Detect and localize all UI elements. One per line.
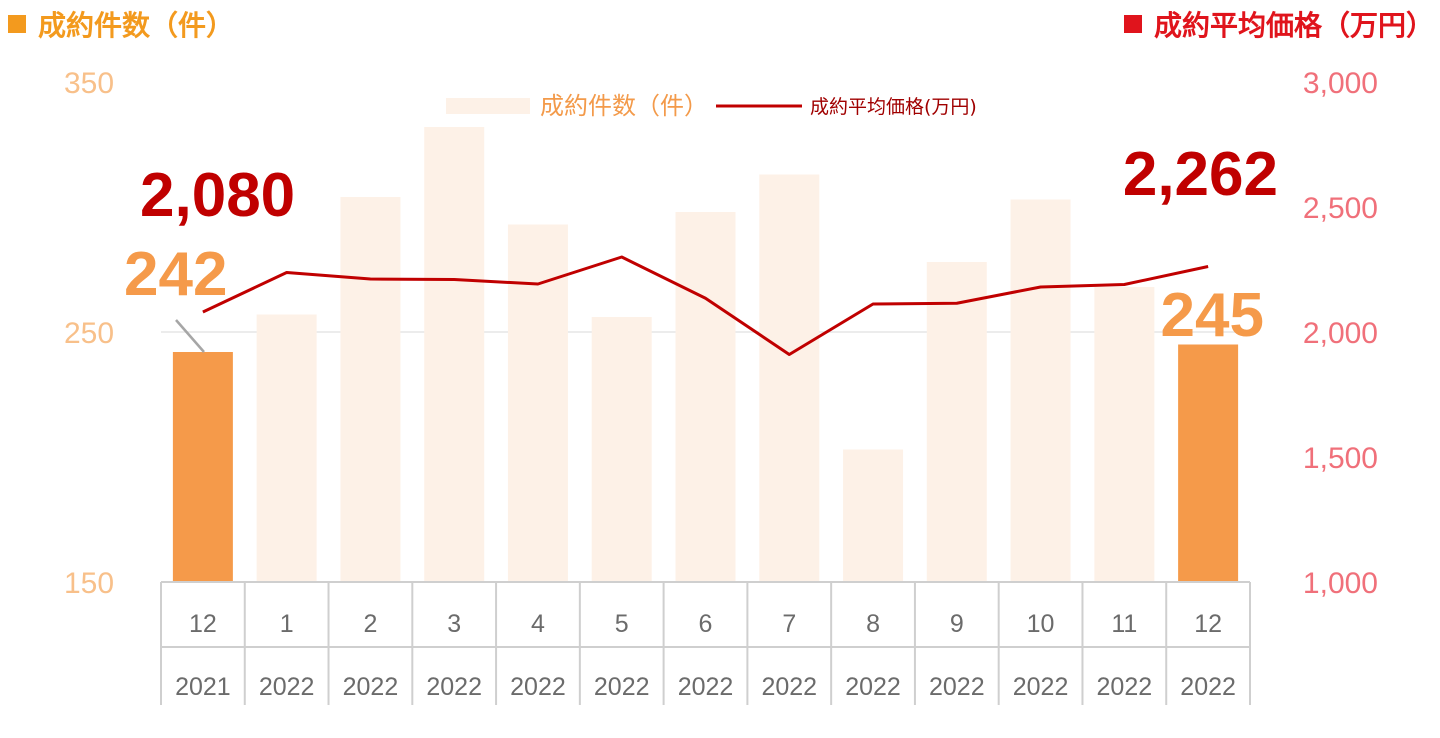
year-tick-label: 2022 bbox=[1180, 673, 1236, 701]
left-tick-label: 350 bbox=[64, 67, 114, 100]
year-tick-label: 2022 bbox=[678, 673, 734, 701]
red-square-icon bbox=[1123, 15, 1142, 33]
year-tick-label: 2021 bbox=[175, 673, 231, 701]
right-tick-label: 2,000 bbox=[1303, 317, 1378, 350]
left-axis-title-text: 成約件数（件） bbox=[38, 9, 235, 42]
bar-3 bbox=[424, 127, 485, 582]
bar-6 bbox=[675, 212, 736, 582]
first-count-leader-line bbox=[175, 319, 205, 353]
legend-bar-swatch bbox=[446, 98, 530, 114]
month-tick-label: 11 bbox=[1111, 610, 1137, 638]
right-tick-label: 3,000 bbox=[1303, 67, 1378, 100]
month-tick-label: 12 bbox=[189, 610, 217, 638]
year-tick-label: 2022 bbox=[929, 673, 985, 701]
bar-1 bbox=[256, 314, 317, 582]
year-tick-label: 2022 bbox=[510, 673, 566, 701]
axes: 12 2021 1 2022 2 2022 3 2022 4 2022 5 2022 6 2022 7 202… bbox=[64, 67, 1378, 705]
legend: 成約件数（件） 成約平均価格(万円) bbox=[446, 92, 977, 120]
left-axis-title: 成約件数（件） bbox=[8, 4, 234, 44]
year-tick-label: 2022 bbox=[343, 673, 399, 701]
right-tick-label: 1,000 bbox=[1303, 567, 1378, 600]
year-tick-label: 2022 bbox=[259, 673, 315, 701]
bar-5 bbox=[591, 317, 652, 582]
year-tick-label: 2022 bbox=[1013, 673, 1069, 701]
bar-10 bbox=[1010, 199, 1071, 582]
bar-12 bbox=[1178, 344, 1239, 582]
annotations: 2,080 242 2,262 245 bbox=[124, 140, 1278, 353]
month-tick-label: 8 bbox=[866, 610, 880, 638]
month-tick-label: 6 bbox=[699, 610, 713, 638]
month-tick-label: 9 bbox=[950, 610, 964, 638]
year-tick-label: 2022 bbox=[594, 673, 650, 701]
month-tick-label: 1 bbox=[280, 610, 294, 638]
legend-bar-label: 成約件数（件） bbox=[540, 92, 708, 120]
month-tick-label: 5 bbox=[615, 610, 629, 638]
year-tick-label: 2022 bbox=[761, 673, 817, 701]
line-series bbox=[202, 255, 1209, 356]
month-tick-label: 2 bbox=[363, 610, 377, 638]
last-price-label: 2,262 bbox=[1123, 140, 1278, 209]
bar-7 bbox=[759, 174, 820, 582]
first-price-label: 2,080 bbox=[140, 161, 295, 230]
month-tick-label: 7 bbox=[782, 610, 796, 638]
bar-11 bbox=[1094, 287, 1155, 582]
right-tick-label: 1,500 bbox=[1303, 442, 1378, 475]
bar-9 bbox=[926, 262, 987, 582]
right-tick-label: 2,500 bbox=[1303, 192, 1378, 225]
month-tick-label: 4 bbox=[531, 610, 545, 638]
left-tick-label: 250 bbox=[64, 317, 114, 350]
year-tick-label: 2022 bbox=[426, 673, 482, 701]
bar-0 bbox=[172, 352, 233, 582]
year-tick-label: 2022 bbox=[1097, 673, 1153, 701]
year-tick-label: 2022 bbox=[845, 673, 901, 701]
month-tick-label: 3 bbox=[447, 610, 461, 638]
last-count-label: 245 bbox=[1161, 281, 1264, 350]
right-axis-title: 成約平均価格（万円） bbox=[1123, 4, 1434, 44]
right-axis-title-text: 成約平均価格（万円） bbox=[1153, 9, 1434, 42]
month-tick-label: 10 bbox=[1027, 610, 1055, 638]
bar-8 bbox=[843, 449, 904, 582]
bar-2 bbox=[340, 197, 401, 582]
legend-line-label: 成約平均価格(万円) bbox=[810, 96, 977, 118]
bar-series bbox=[172, 127, 1239, 582]
month-tick-label: 12 bbox=[1194, 610, 1222, 638]
first-count-label: 242 bbox=[124, 240, 227, 309]
left-tick-label: 150 bbox=[64, 567, 114, 600]
orange-square-icon bbox=[8, 15, 26, 33]
